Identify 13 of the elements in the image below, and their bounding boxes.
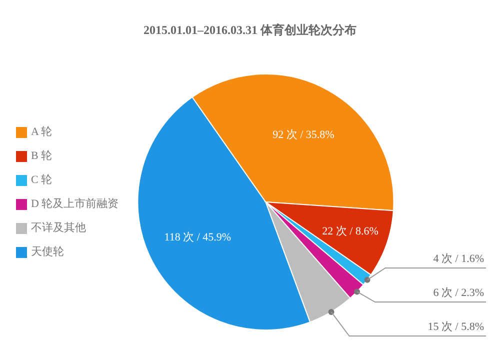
legend-label: A 轮	[31, 126, 52, 138]
legend-label: 天使轮	[31, 246, 64, 258]
legend-label: 不详及其他	[31, 222, 86, 234]
legend-label: B 轮	[31, 150, 52, 162]
data-label: 92 次 / 35.8%	[272, 129, 334, 142]
data-label: 15 次 / 5.8%	[428, 321, 484, 333]
data-label: 118 次 / 45.9%	[164, 232, 232, 244]
chart-title: 2015.01.01–2016.03.31 体育创业轮次分布	[142, 22, 358, 39]
data-label: 4 次 / 1.6%	[433, 253, 484, 265]
legend-label: C 轮	[31, 174, 52, 186]
data-label: 22 次 / 8.6%	[322, 226, 378, 238]
legend-label: D 轮及上市前融资	[31, 198, 119, 210]
data-label: 6 次 / 2.3%	[433, 287, 484, 299]
